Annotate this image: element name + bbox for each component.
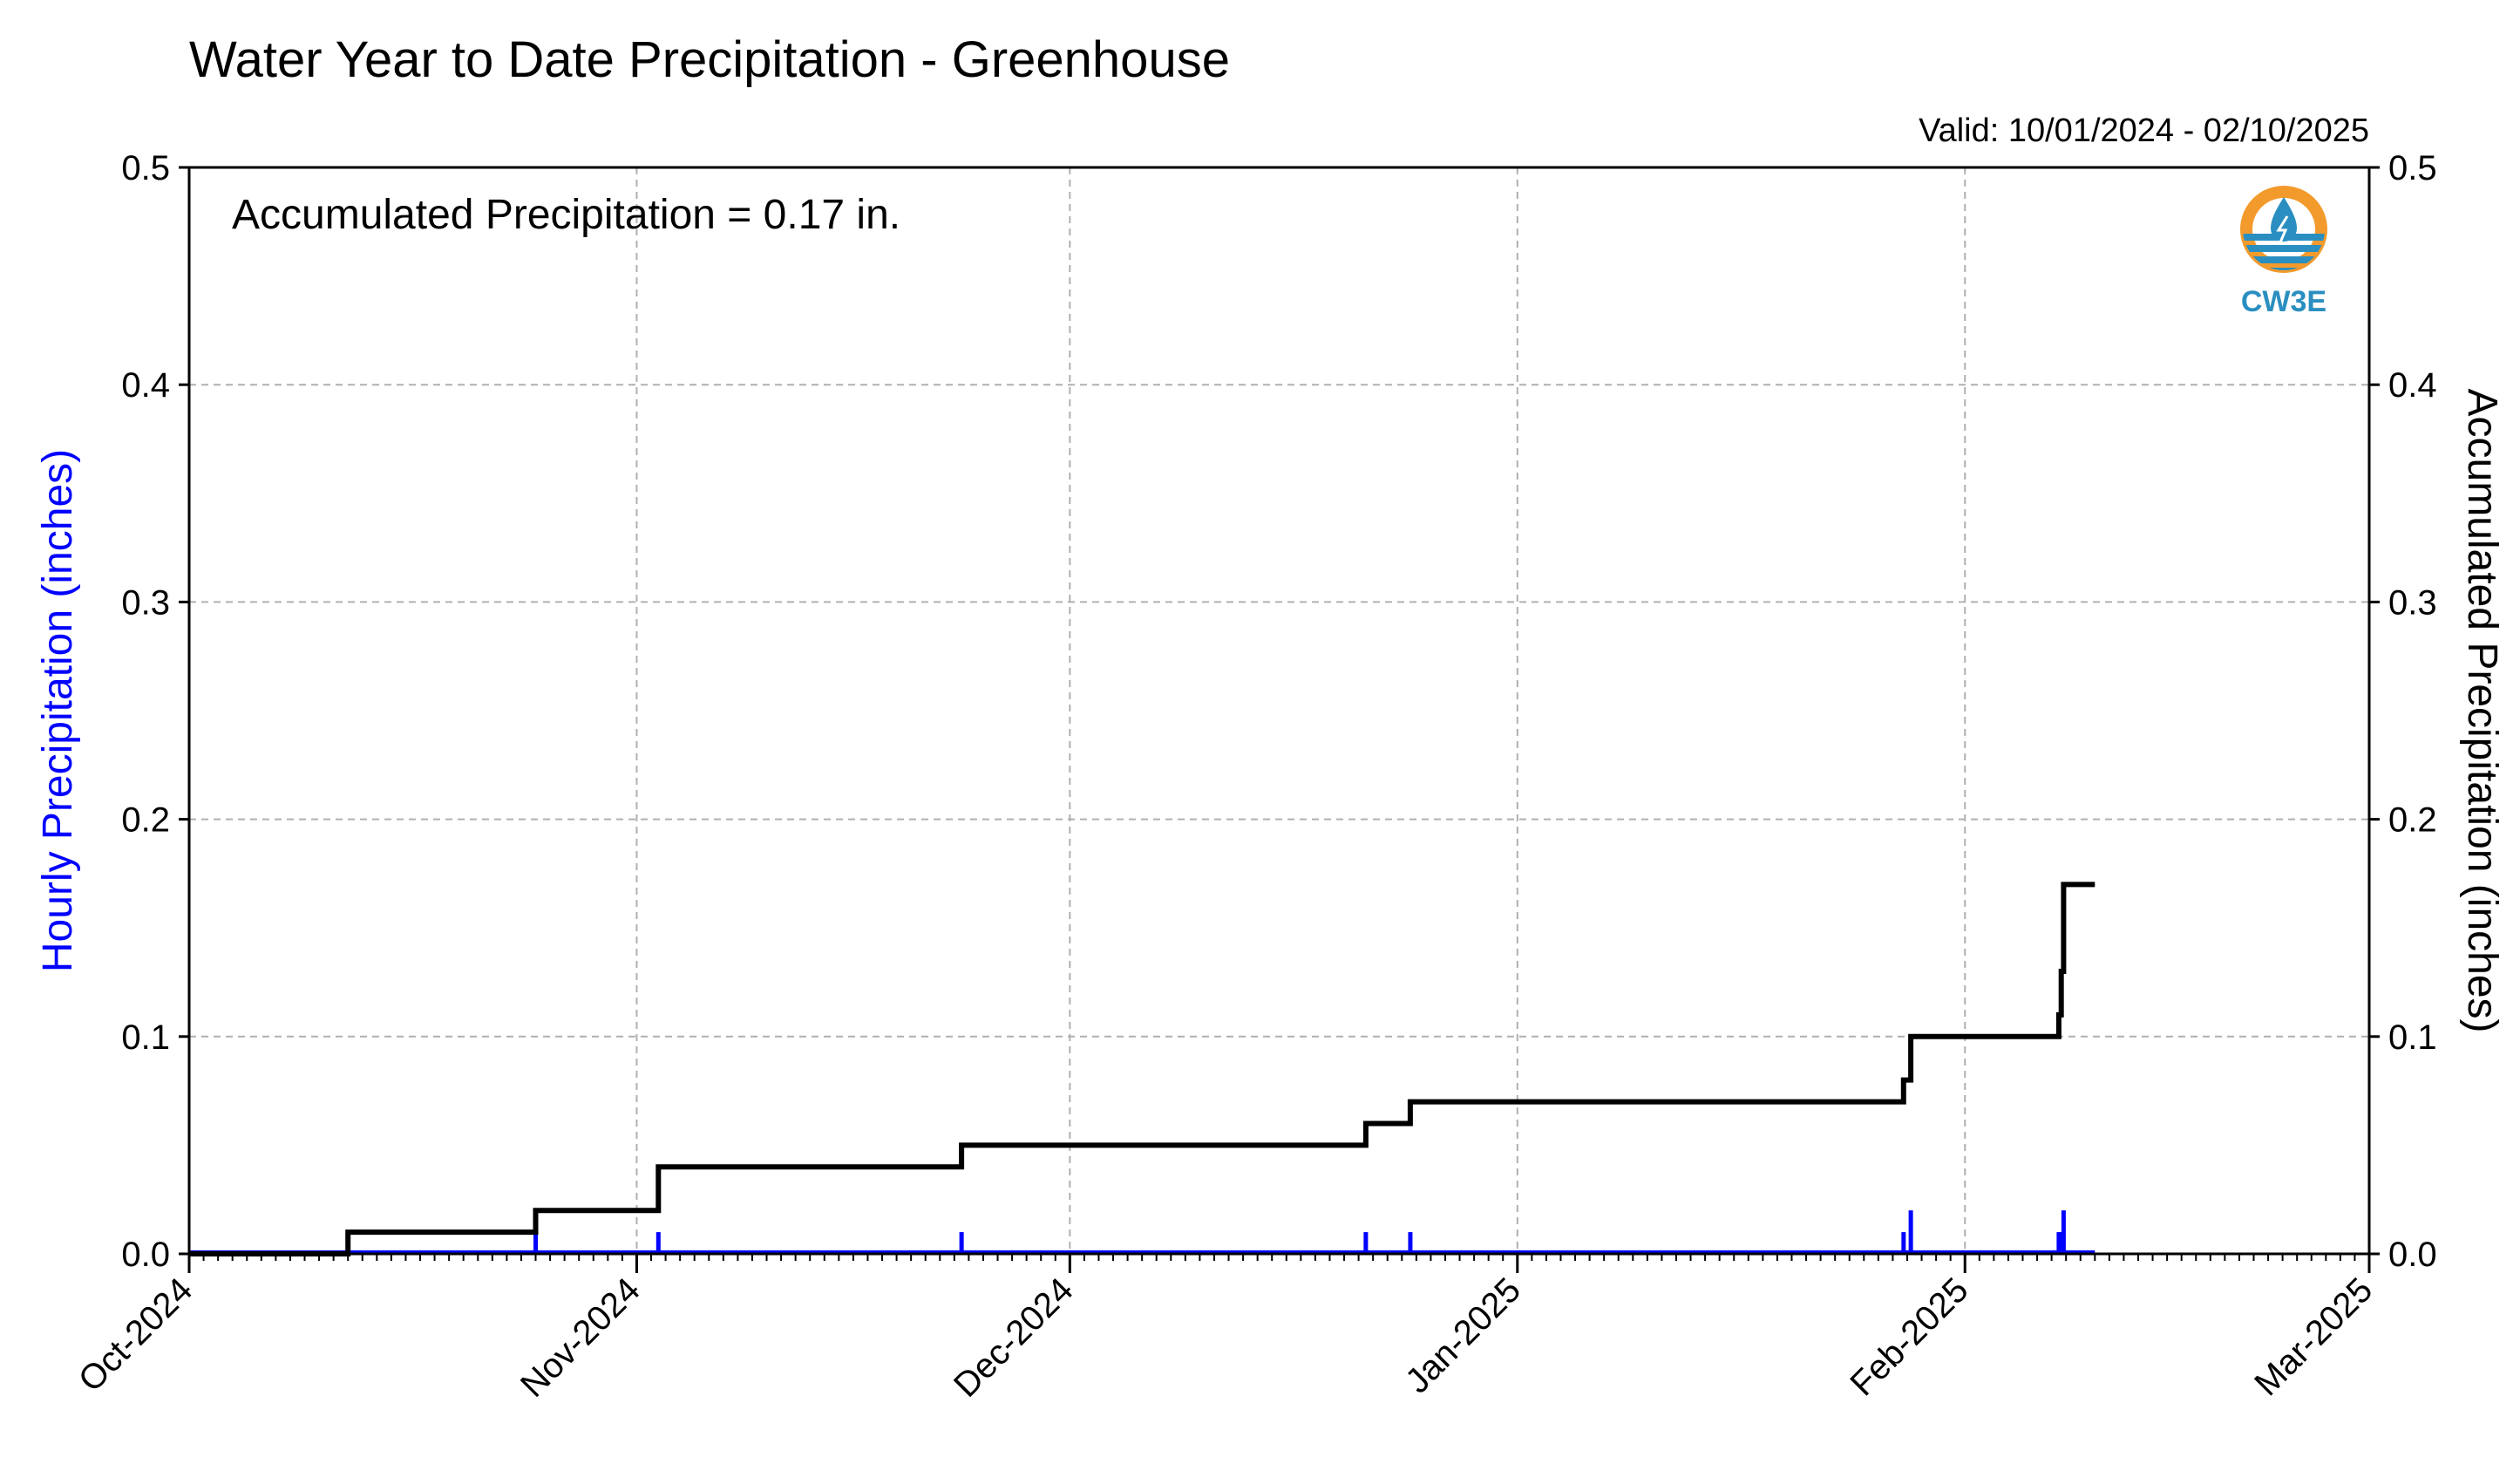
left-y-tick-label: 0.4 xyxy=(121,366,170,405)
right-y-tick-label: 0.2 xyxy=(2388,801,2437,840)
left-y-tick-label: 0.3 xyxy=(121,583,170,622)
hourly-precipitation-bars xyxy=(533,1210,2066,1254)
valid-date-range: Valid: 10/01/2024 - 02/10/2025 xyxy=(1919,112,2369,149)
hourly-bar xyxy=(2061,1210,2066,1254)
hourly-bar xyxy=(959,1232,964,1254)
hourly-bar xyxy=(1408,1232,1413,1254)
right-y-tick-label: 0.5 xyxy=(2388,149,2437,187)
chart-title: Water Year to Date Precipitation - Green… xyxy=(189,31,1230,88)
hourly-bar xyxy=(1908,1210,1913,1254)
left-y-axis-ticks: 0.0 0.1 0.2 0.3 0.4 0.5 xyxy=(121,149,189,1274)
left-y-tick-label: 0.0 xyxy=(121,1236,170,1274)
hourly-bar xyxy=(1363,1232,1369,1254)
logo-text: CW3E xyxy=(2241,285,2326,318)
grid-lines xyxy=(189,167,2369,1254)
right-y-axis-ticks: 0.0 0.1 0.2 0.3 0.4 0.5 xyxy=(2369,149,2437,1274)
hourly-bar xyxy=(655,1232,661,1254)
right-y-tick-label: 0.1 xyxy=(2388,1018,2437,1057)
left-y-tick-label: 0.2 xyxy=(121,801,170,840)
hourly-bar xyxy=(2056,1232,2062,1254)
hourly-bar xyxy=(1901,1232,1906,1254)
right-y-tick-label: 0.4 xyxy=(2388,366,2437,405)
plot-frame xyxy=(187,166,2371,1256)
right-y-tick-label: 0.3 xyxy=(2388,583,2437,622)
accumulated-total-annotation: Accumulated Precipitation = 0.17 in. xyxy=(232,192,900,238)
left-y-tick-label: 0.5 xyxy=(121,149,170,187)
accumulated-line xyxy=(189,882,2095,1256)
right-y-tick-label: 0.0 xyxy=(2388,1236,2437,1274)
hourly-bar xyxy=(533,1232,539,1254)
hourly-bar xyxy=(2059,1232,2064,1254)
left-y-axis-label: Hourly Precipitation (inches) xyxy=(35,449,81,972)
right-y-axis-label: Accumulated Precipitation (inches) xyxy=(2459,388,2505,1032)
left-y-tick-label: 0.1 xyxy=(121,1018,170,1057)
logo-bolt-icon xyxy=(2276,215,2289,243)
cw3e-logo: CW3E xyxy=(2240,186,2327,318)
accumulated-precipitation-series xyxy=(189,882,2095,1256)
